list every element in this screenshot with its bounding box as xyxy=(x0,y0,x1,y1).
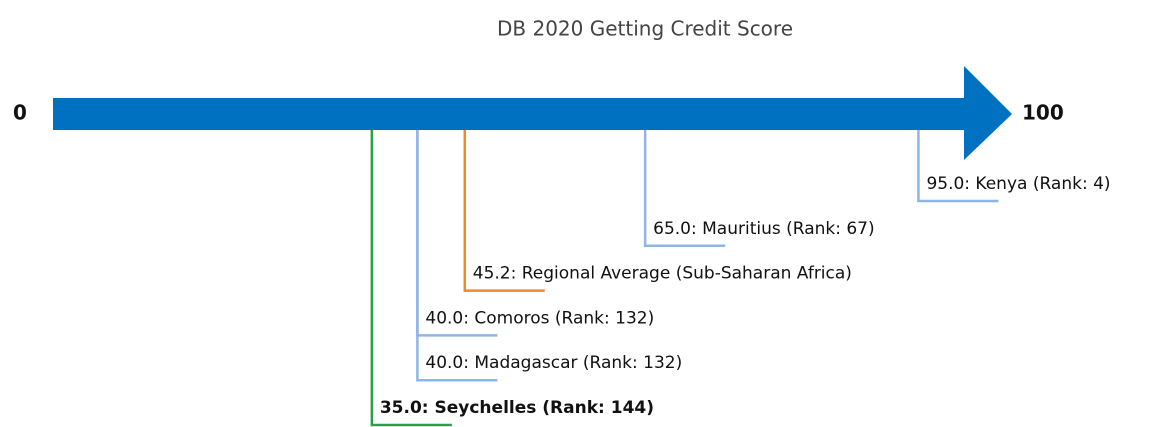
axis-end-label: 0 xyxy=(13,101,27,125)
axis-arrow-head xyxy=(964,66,1012,160)
marker-label: 45.2: Regional Average (Sub-Saharan Afri… xyxy=(473,264,852,284)
marker-label: 95.0: Kenya (Rank: 4) xyxy=(926,174,1110,194)
marker-line xyxy=(917,130,999,203)
marker-line xyxy=(370,130,452,427)
marker-label: 40.0: Madagascar (Rank: 132) xyxy=(425,353,682,373)
marker-line xyxy=(643,130,726,248)
axis-arrow-body xyxy=(53,98,964,130)
marker-label: 40.0: Comoros (Rank: 132) xyxy=(425,308,654,328)
marker-label: 35.0: Seychelles (Rank: 144) xyxy=(380,398,654,418)
marker-line xyxy=(463,130,545,292)
marker-line xyxy=(416,130,498,382)
marker-label: 65.0: Mauritius (Rank: 67) xyxy=(653,219,874,239)
chart-title: DB 2020 Getting Credit Score xyxy=(497,17,793,41)
marker-line xyxy=(416,130,498,337)
axis-end-label: 100 xyxy=(1022,101,1064,125)
